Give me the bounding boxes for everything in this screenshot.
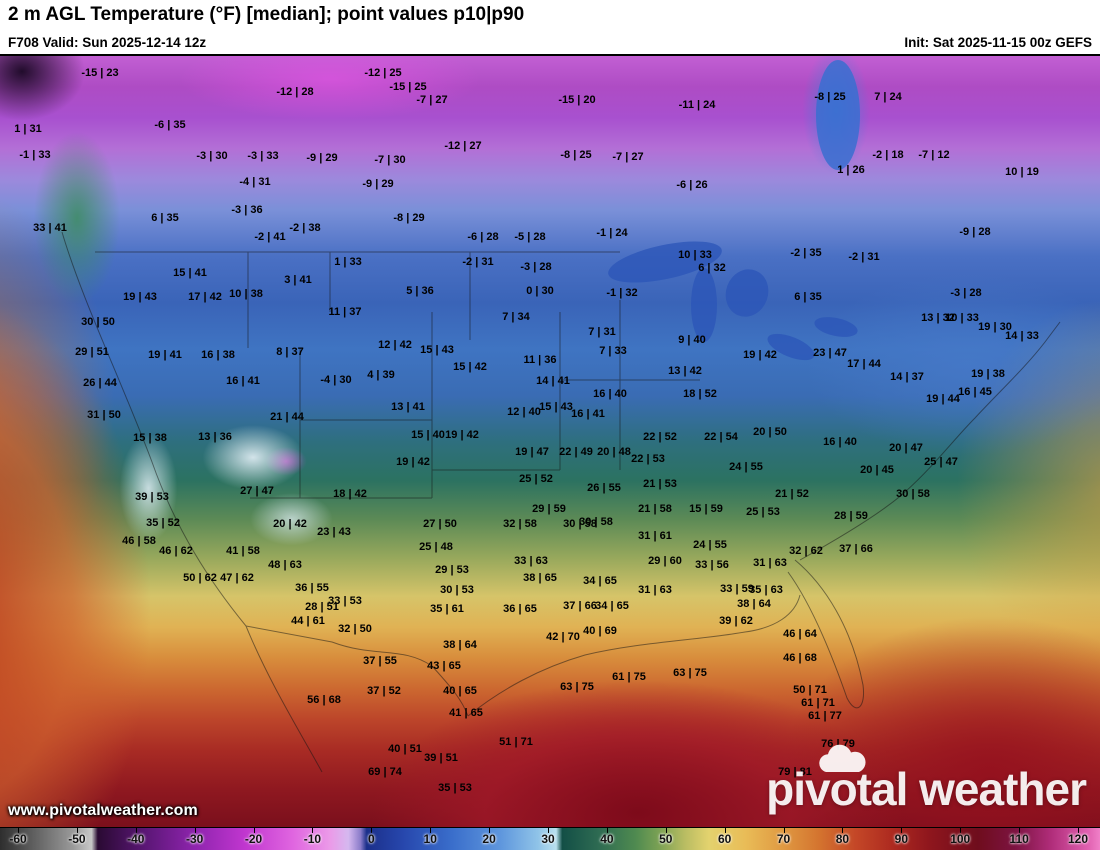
colorbar-tick-mark xyxy=(18,828,19,833)
colorbar-tick-label: 50 xyxy=(659,832,673,846)
colorbar-tick-mark xyxy=(606,828,608,833)
colorbar-tick-mark xyxy=(135,828,137,833)
colorbar-tick-mark xyxy=(960,828,962,833)
colorbar-tick-mark xyxy=(548,828,549,833)
title-bar: 2 m AGL Temperature (°F) [median]; point… xyxy=(0,0,1100,30)
info-bar: F708 Valid: Sun 2025-12-14 12z Init: Sat… xyxy=(0,30,1100,56)
colorbar-tick-mark xyxy=(76,828,78,833)
colorbar-tick-label: -60 xyxy=(9,832,27,846)
colorbar-tick-label: 90 xyxy=(894,832,909,846)
watermark-url: www.pivotalweather.com xyxy=(8,802,198,819)
colorbar-tick-label: -30 xyxy=(185,832,204,846)
brand-watermark: pivotal weather xyxy=(766,744,1087,816)
colorbar-tick-label: 70 xyxy=(776,832,791,846)
colorbar-ticks: -60 -50 -40 -30 -20 -10 0 10 20 30 40 50 60 70 80 90 100… xyxy=(0,828,1100,850)
colorbar-tick-mark xyxy=(901,828,903,833)
colorbar-tick-mark xyxy=(489,828,491,833)
colorbar-tick-mark xyxy=(665,828,667,833)
colorbar-tick-mark xyxy=(1019,828,1021,833)
colorbar-tick-label: 10 xyxy=(423,832,437,846)
colorbar-tick-label: -50 xyxy=(68,832,86,846)
colorbar-tick-mark xyxy=(312,828,314,833)
colorbar-tick-mark xyxy=(842,828,844,833)
colorbar-tick-label: 40 xyxy=(600,832,614,846)
colorbar-tick-mark xyxy=(783,828,785,833)
colorbar-tick-mark xyxy=(194,828,196,833)
colorbar-tick-label: 120 xyxy=(1067,832,1089,846)
colorbar-tick-mark xyxy=(724,828,726,833)
colorbar-tick-label: -10 xyxy=(303,832,322,846)
cloud-logo-icon xyxy=(819,744,866,772)
colorbar-tick-label: 110 xyxy=(1009,832,1029,846)
colorbar-tick-mark xyxy=(430,828,432,833)
map-title: 2 m AGL Temperature (°F) [median]; point… xyxy=(8,4,525,25)
valid-time: F708 Valid: Sun 2025-12-14 12z xyxy=(8,34,207,50)
brand-name: pivotal weather xyxy=(766,763,1087,815)
colorbar: -60 -50 -40 -30 -20 -10 0 10 20 30 40 50 60 70 80 90 100… xyxy=(0,827,1100,850)
colorbar-tick-label: 0 xyxy=(367,832,375,846)
init-time: Init: Sat 2025-11-15 00z GEFS xyxy=(904,34,1092,50)
colorbar-tick-label: 80 xyxy=(835,832,850,846)
temperature-map xyxy=(0,56,1100,828)
colorbar-tick-label: 30 xyxy=(541,832,555,846)
colorbar-tick-label: -40 xyxy=(127,832,145,846)
colorbar-tick-label: 20 xyxy=(482,832,496,846)
colorbar-tick-label: 100 xyxy=(950,832,971,846)
colorbar-tick-label: 60 xyxy=(717,832,732,846)
colorbar-tick-mark xyxy=(1078,828,1079,833)
colorbar-tick-label: -20 xyxy=(244,832,263,846)
colorbar-tick-mark xyxy=(371,828,373,833)
colorbar-tick-mark xyxy=(253,828,255,833)
